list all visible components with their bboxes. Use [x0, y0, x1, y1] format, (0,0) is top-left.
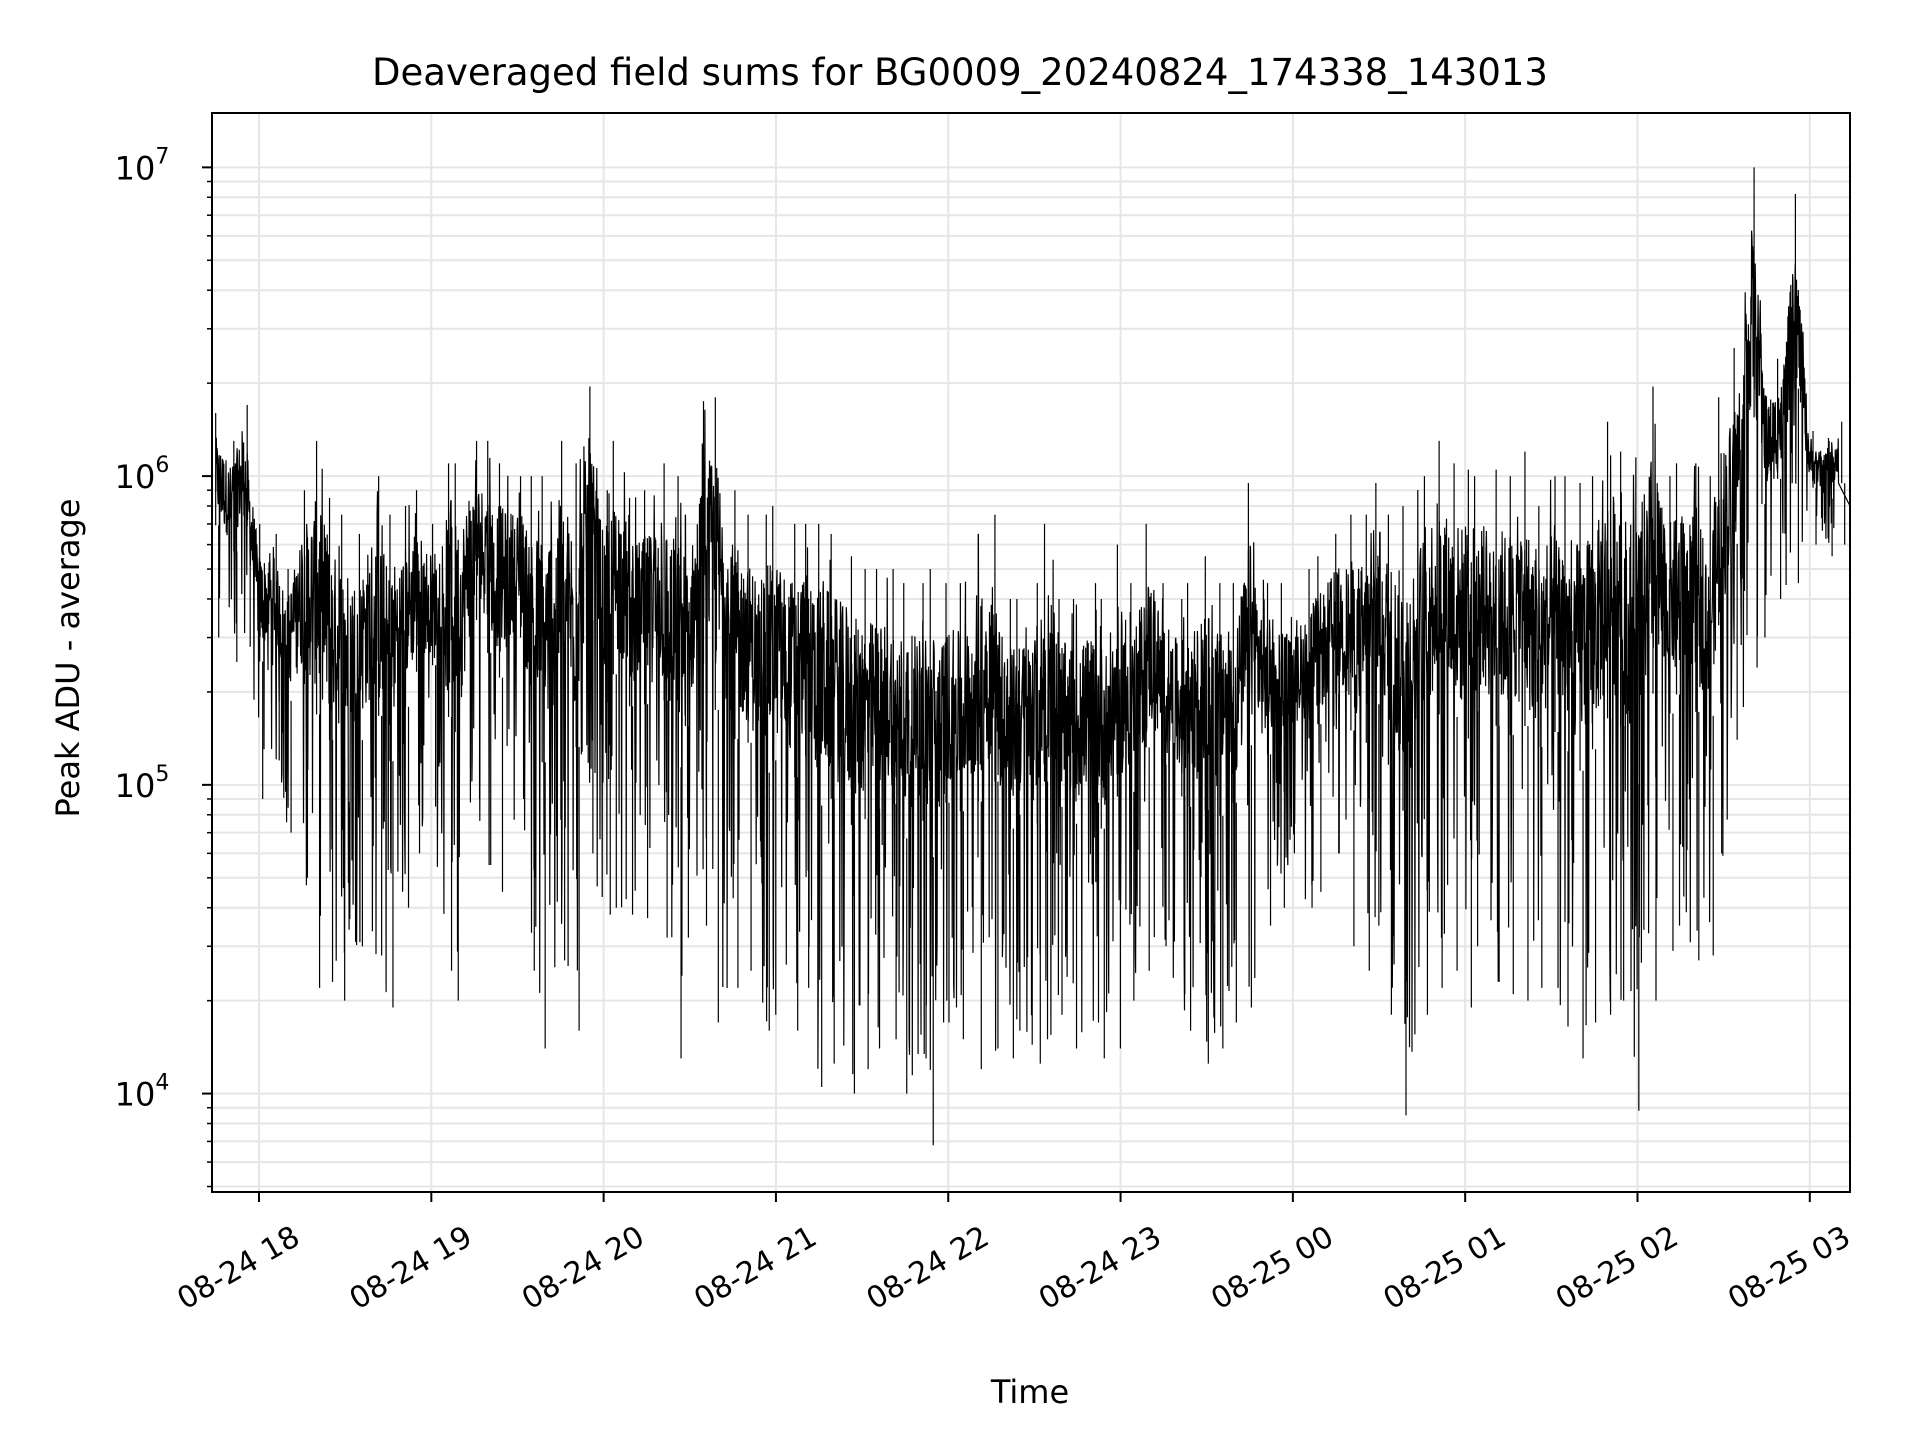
series-line: [215, 230, 1851, 1076]
x-axis-label: Time: [990, 1373, 1069, 1411]
chart-title: Deaveraged field sums for BG0009_2024082…: [372, 51, 1548, 94]
series-layer: [215, 167, 1851, 1146]
y-tick-label: 107: [115, 144, 170, 187]
y-tick-base: 10: [115, 1076, 156, 1114]
y-tick-label: 104: [115, 1071, 170, 1114]
y-tick-exponent: 7: [155, 144, 169, 169]
y-tick-base: 10: [115, 149, 156, 187]
y-tick-exponent: 5: [155, 762, 169, 787]
y-tick-label: 106: [115, 453, 170, 496]
y-tick-label: 105: [115, 762, 170, 805]
plot-frame: [211, 112, 1851, 1193]
y-tick-base: 10: [115, 767, 156, 805]
y-axis-label: Peak ADU - average: [49, 499, 87, 818]
y-tick-base: 10: [115, 458, 156, 496]
y-tick-exponent: 6: [155, 453, 169, 478]
y-tick-exponent: 4: [155, 1071, 169, 1096]
